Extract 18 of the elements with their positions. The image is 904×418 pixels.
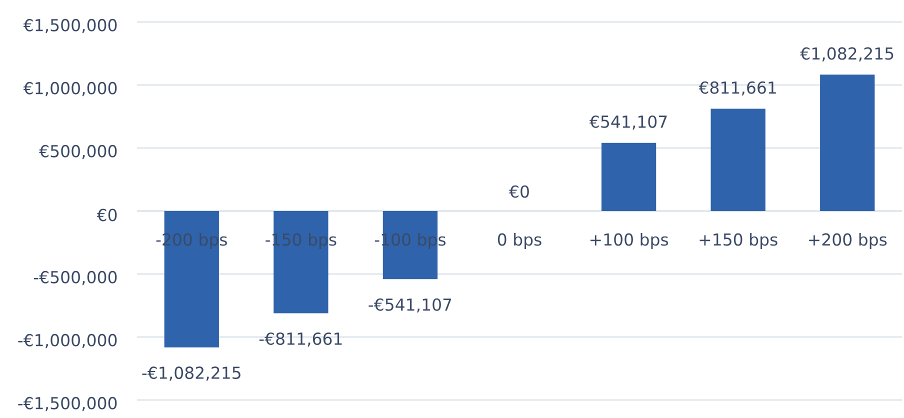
x-tick-label: 0 bps — [498, 233, 542, 249]
data-label: €0 — [509, 185, 529, 198]
data-label: €811,661 — [698, 81, 776, 96]
y-tick-label: -€1,000,000 — [18, 334, 117, 348]
y-tick-label: €0 — [96, 208, 117, 222]
y-tick-label: -€1,500,000 — [18, 396, 117, 412]
y-tick-label: €1,500,000 — [23, 18, 117, 34]
x-tick-label: +150 bps — [700, 233, 778, 249]
data-label: -€1,082,215 — [142, 366, 240, 381]
data-label: €541,107 — [589, 115, 667, 130]
data-label: -€541,107 — [368, 298, 452, 313]
y-tick-label: -€500,000 — [34, 270, 117, 286]
x-tick-label: +200 bps — [809, 233, 887, 249]
x-tick-label: +100 bps — [590, 233, 668, 249]
data-label: €1,082,215 — [800, 47, 894, 62]
y-tick-label: €1,000,000 — [23, 82, 117, 96]
data-label: -€811,661 — [259, 332, 342, 347]
y-tick-label: €500,000 — [39, 144, 117, 160]
